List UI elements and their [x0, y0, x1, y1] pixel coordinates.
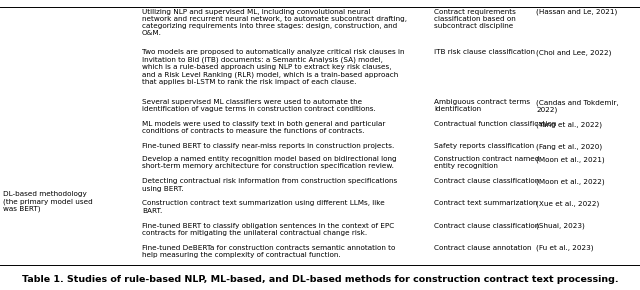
Text: Contract requirements
classification based on
subcontract discipline: Contract requirements classification bas…	[434, 9, 516, 29]
Text: Contractual function classification: Contractual function classification	[434, 121, 556, 127]
Text: Develop a named entity recognition model based on bidirectional long
short-term : Develop a named entity recognition model…	[142, 156, 397, 169]
Text: (Choi and Lee, 2022): (Choi and Lee, 2022)	[536, 49, 612, 56]
Text: Several supervised ML classifiers were used to automate the
identification of va: Several supervised ML classifiers were u…	[142, 99, 376, 112]
Text: Contract clause classification: Contract clause classification	[434, 222, 539, 229]
Text: Ambiguous contract terms
identification: Ambiguous contract terms identification	[434, 99, 530, 112]
Text: (Shuai, 2023): (Shuai, 2023)	[536, 222, 585, 229]
Text: Safety reports classification: Safety reports classification	[434, 143, 534, 149]
Text: Contract clause annotation: Contract clause annotation	[434, 245, 531, 251]
Text: ML models were used to classify text in both general and particular
conditions o: ML models were used to classify text in …	[142, 121, 385, 134]
Text: (Hassan and Le, 2021): (Hassan and Le, 2021)	[536, 9, 618, 15]
Text: Fine-tuned BERT to classify near-miss reports in construction projects.: Fine-tuned BERT to classify near-miss re…	[142, 143, 394, 149]
Text: Fine-tuned DeBERTa for construction contracts semantic annotation to
help measur: Fine-tuned DeBERTa for construction cont…	[142, 245, 396, 258]
Text: (Moon et al., 2021): (Moon et al., 2021)	[536, 156, 605, 163]
Text: Contract text summarization: Contract text summarization	[434, 200, 538, 206]
Text: (Yang et al., 2022): (Yang et al., 2022)	[536, 121, 602, 128]
Text: DL-based methodology
(the primary model used
was BERT): DL-based methodology (the primary model …	[3, 191, 93, 213]
Text: Detecting contractual risk information from construction specifications
using BE: Detecting contractual risk information f…	[142, 178, 397, 192]
Text: Construction contract text summarization using different LLMs, like
BART.: Construction contract text summarization…	[142, 200, 385, 214]
Text: Two models are proposed to automatically analyze critical risk clauses in
Invita: Two models are proposed to automatically…	[142, 49, 404, 85]
Text: (Xue et al., 2022): (Xue et al., 2022)	[536, 200, 600, 207]
Text: (Moon et al., 2022): (Moon et al., 2022)	[536, 178, 605, 185]
Text: (Candas and Tokdemir,
2022): (Candas and Tokdemir, 2022)	[536, 99, 619, 113]
Text: Utilizing NLP and supervised ML, including convolutional neural
network and recu: Utilizing NLP and supervised ML, includi…	[142, 9, 407, 37]
Text: ITB risk clause classification: ITB risk clause classification	[434, 49, 535, 55]
Text: Contract clause classification: Contract clause classification	[434, 178, 539, 184]
Text: (Fu et al., 2023): (Fu et al., 2023)	[536, 245, 594, 251]
Text: (Fang et al., 2020): (Fang et al., 2020)	[536, 143, 602, 150]
Text: Table 1. Studies of rule-based NLP, ML-based, and DL-based methods for construct: Table 1. Studies of rule-based NLP, ML-b…	[22, 275, 618, 284]
Text: Construction contract named
entity recognition: Construction contract named entity recog…	[434, 156, 540, 169]
Text: Fine-tuned BERT to classify obligation sentences in the context of EPC
contracts: Fine-tuned BERT to classify obligation s…	[142, 222, 394, 236]
